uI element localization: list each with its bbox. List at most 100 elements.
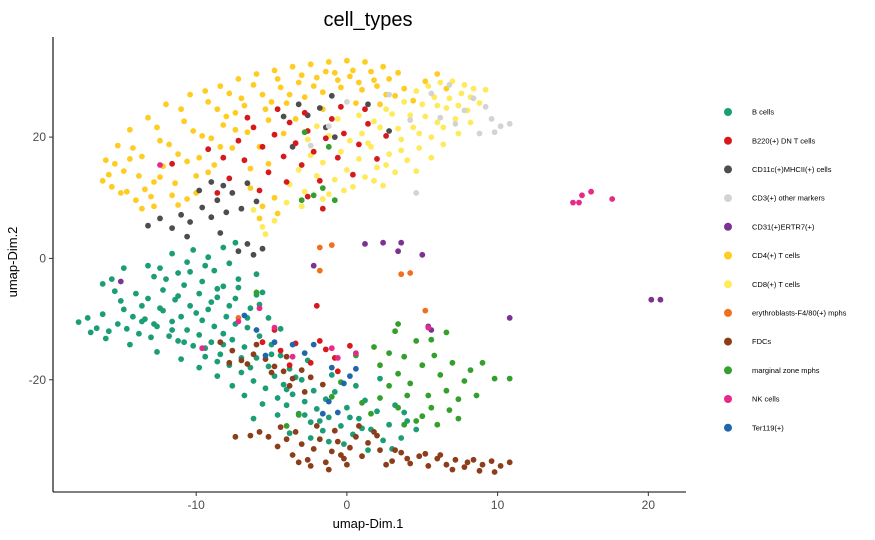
point-5-42	[356, 79, 362, 86]
point-1-3	[259, 143, 266, 150]
point-1-33	[334, 368, 341, 375]
point-1-12	[316, 177, 323, 184]
point-8-12	[347, 444, 353, 451]
point-5-20	[223, 113, 230, 120]
point-8-69	[476, 467, 483, 474]
point-9-38	[506, 375, 513, 382]
point-0-90	[145, 295, 151, 302]
point-6-57	[398, 147, 405, 154]
point-0-19	[187, 302, 194, 309]
point-5-108	[401, 85, 408, 92]
point-5-82	[214, 106, 221, 113]
point-0-105	[214, 373, 221, 379]
point-1-42	[301, 109, 308, 116]
point-3-11	[413, 190, 420, 196]
point-8-57	[319, 381, 326, 388]
point-6-52	[443, 105, 450, 111]
point-11-10	[334, 409, 341, 416]
point-1-46	[256, 187, 263, 194]
chart-title: cell_types	[324, 9, 413, 31]
point-11-6	[325, 398, 332, 405]
point-5-46	[380, 63, 386, 70]
point-5-73	[298, 72, 305, 79]
point-2-5	[199, 204, 206, 211]
point-5-102	[175, 202, 182, 208]
point-9-20	[446, 407, 453, 413]
point-2-11	[244, 180, 251, 187]
point-5-57	[196, 154, 203, 161]
point-5-28	[271, 67, 278, 74]
point-5-16	[199, 133, 206, 139]
point-6-4	[313, 173, 320, 179]
point-0-52	[289, 391, 296, 398]
point-5-13	[181, 118, 188, 125]
point-0-9	[136, 330, 142, 337]
point-5-3	[120, 168, 127, 175]
point-0-20	[190, 342, 197, 349]
point-6-5	[319, 159, 326, 166]
point-5-26	[259, 91, 266, 98]
point-5-5	[133, 197, 139, 204]
point-6-70	[440, 141, 447, 148]
legend-label: B220(+) DN T cells	[752, 136, 816, 145]
point-6-62	[283, 199, 290, 206]
point-5-36	[319, 89, 326, 96]
point-6-75	[356, 112, 362, 119]
point-8-68	[392, 447, 398, 453]
point-9-8	[425, 392, 432, 399]
point-3-8	[491, 129, 498, 136]
point-8-59	[268, 369, 275, 376]
point-1-32	[322, 346, 329, 353]
point-0-85	[226, 260, 233, 267]
point-1-37	[316, 338, 323, 344]
ticks-layer: -10 0 10 20 -20 0 20	[29, 130, 656, 512]
point-6-66	[259, 224, 266, 230]
point-6-8	[338, 148, 344, 155]
point-2-14	[208, 179, 215, 185]
x-tick-label: 20	[642, 498, 656, 512]
point-4-6	[310, 262, 317, 269]
point-2-21	[184, 233, 191, 240]
point-2-25	[295, 101, 302, 108]
point-0-152	[139, 318, 145, 325]
point-11-13	[347, 373, 353, 379]
point-6-53	[455, 102, 462, 109]
point-6-68	[428, 154, 435, 161]
point-6-9	[344, 167, 350, 173]
point-6-63	[298, 203, 305, 210]
point-5-81	[190, 128, 197, 134]
point-3-14	[344, 99, 350, 105]
point-6-71	[455, 130, 462, 137]
point-9-44	[331, 197, 338, 204]
point-1-13	[322, 135, 329, 142]
point-5-76	[371, 77, 377, 83]
point-5-37	[325, 59, 332, 65]
point-9-23	[386, 382, 392, 389]
point-5-83	[238, 95, 245, 102]
point-6-56	[416, 130, 423, 137]
point-1-20	[374, 156, 380, 162]
point-2-2	[169, 225, 176, 232]
point-5-2	[114, 142, 121, 149]
point-5-64	[280, 130, 287, 137]
point-8-54	[307, 374, 314, 381]
point-3-9	[437, 114, 444, 121]
point-0-64	[344, 404, 350, 411]
point-5-34	[307, 61, 314, 68]
point-0-24	[205, 306, 212, 313]
point-8-30	[497, 463, 504, 469]
point-5-21	[229, 145, 236, 151]
legend-swatch	[724, 165, 732, 174]
point-0-151	[175, 293, 182, 299]
point-0-108	[259, 401, 266, 407]
point-9-35	[253, 289, 260, 296]
point-10-14	[199, 345, 206, 352]
point-5-90	[184, 158, 191, 165]
point-5-94	[232, 126, 239, 133]
x-tick-label: -10	[188, 498, 206, 512]
point-1-4	[265, 169, 272, 176]
point-0-2	[93, 325, 100, 332]
point-9-27	[368, 410, 374, 417]
point-11-11	[253, 327, 260, 333]
point-0-103	[178, 356, 185, 362]
